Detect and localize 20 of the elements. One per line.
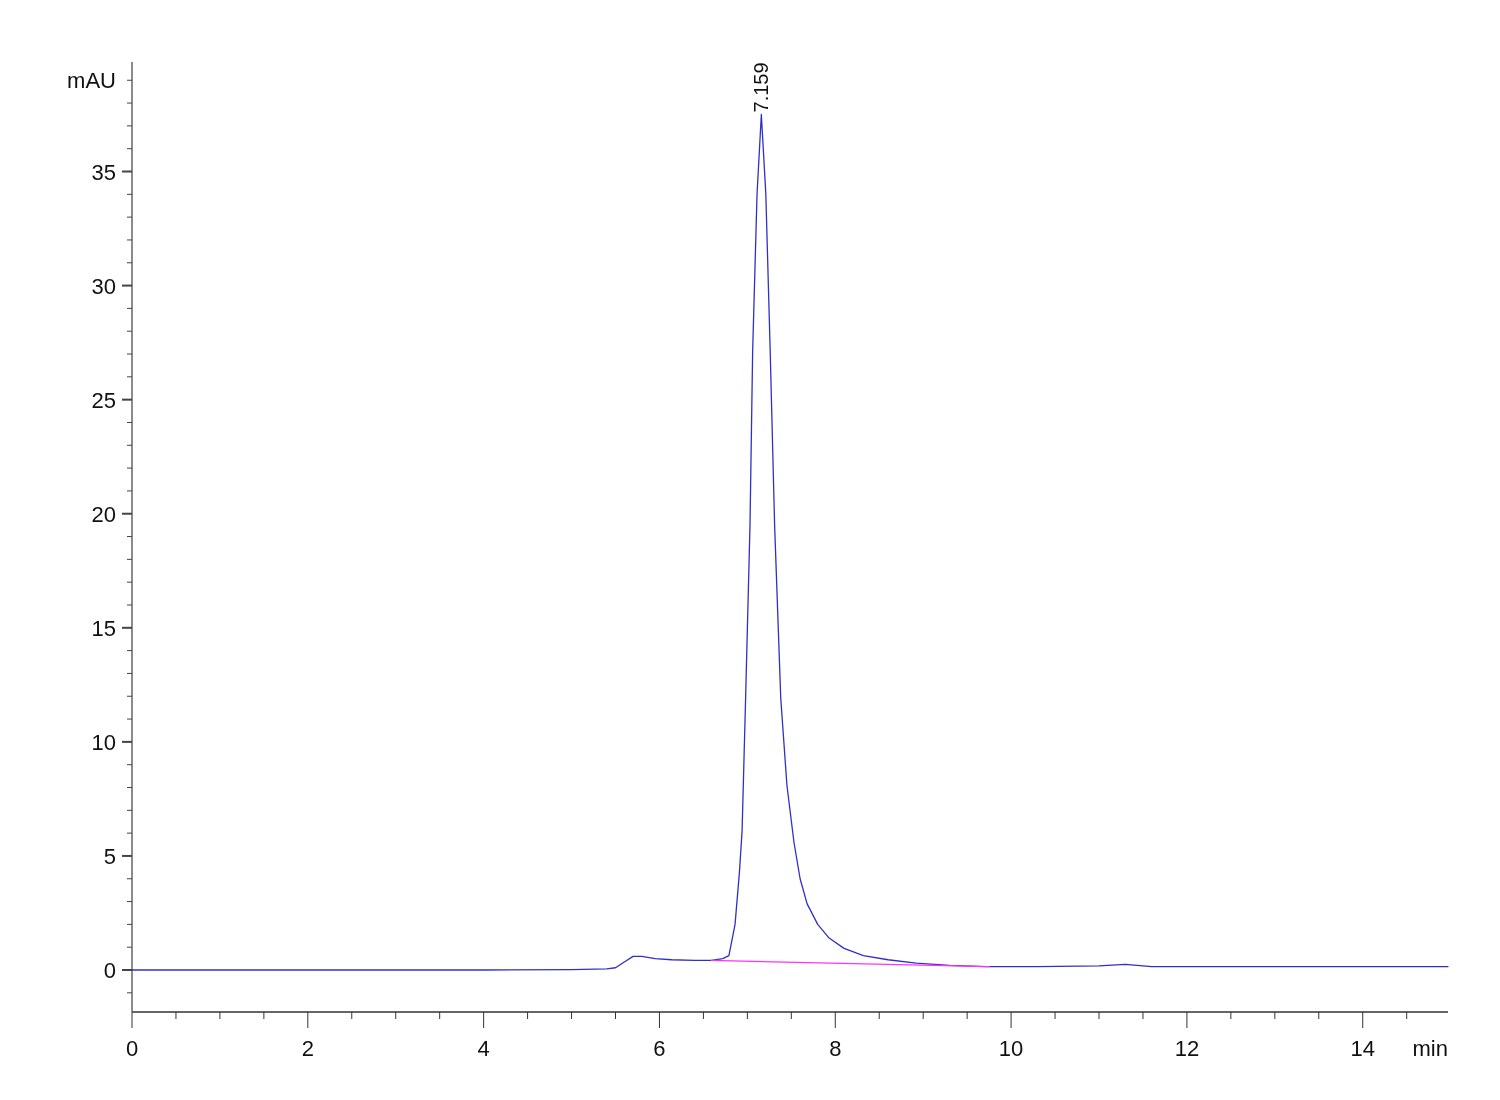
y-tick-label: 15 bbox=[91, 615, 116, 641]
y-tick-label: 0 bbox=[103, 958, 116, 984]
x-tick-label: 2 bbox=[301, 1036, 314, 1061]
line-series bbox=[131, 113, 1449, 971]
annotation: 7.159 bbox=[750, 62, 773, 113]
y-tick-label: 35 bbox=[91, 159, 116, 185]
x-tick-label: 8 bbox=[829, 1036, 842, 1061]
y-axis-title: mAU bbox=[67, 68, 116, 94]
x-tick-label: 0 bbox=[125, 1036, 139, 1061]
x-tick-label: 6 bbox=[653, 1036, 666, 1061]
x-tick-label: 12 bbox=[1174, 1036, 1200, 1061]
y-tick-label: 30 bbox=[91, 273, 116, 299]
x-axis-title: min bbox=[1412, 1036, 1448, 1061]
x-tick-label: 10 bbox=[998, 1036, 1024, 1061]
y-tick-label: 5 bbox=[103, 843, 116, 869]
x-tick-label: 14 bbox=[1350, 1036, 1375, 1061]
y-tick-label: 25 bbox=[91, 387, 116, 413]
y-tick-label: 10 bbox=[91, 729, 116, 755]
y-tick-label: 20 bbox=[91, 501, 116, 527]
x-tick-label: 4 bbox=[477, 1036, 490, 1061]
